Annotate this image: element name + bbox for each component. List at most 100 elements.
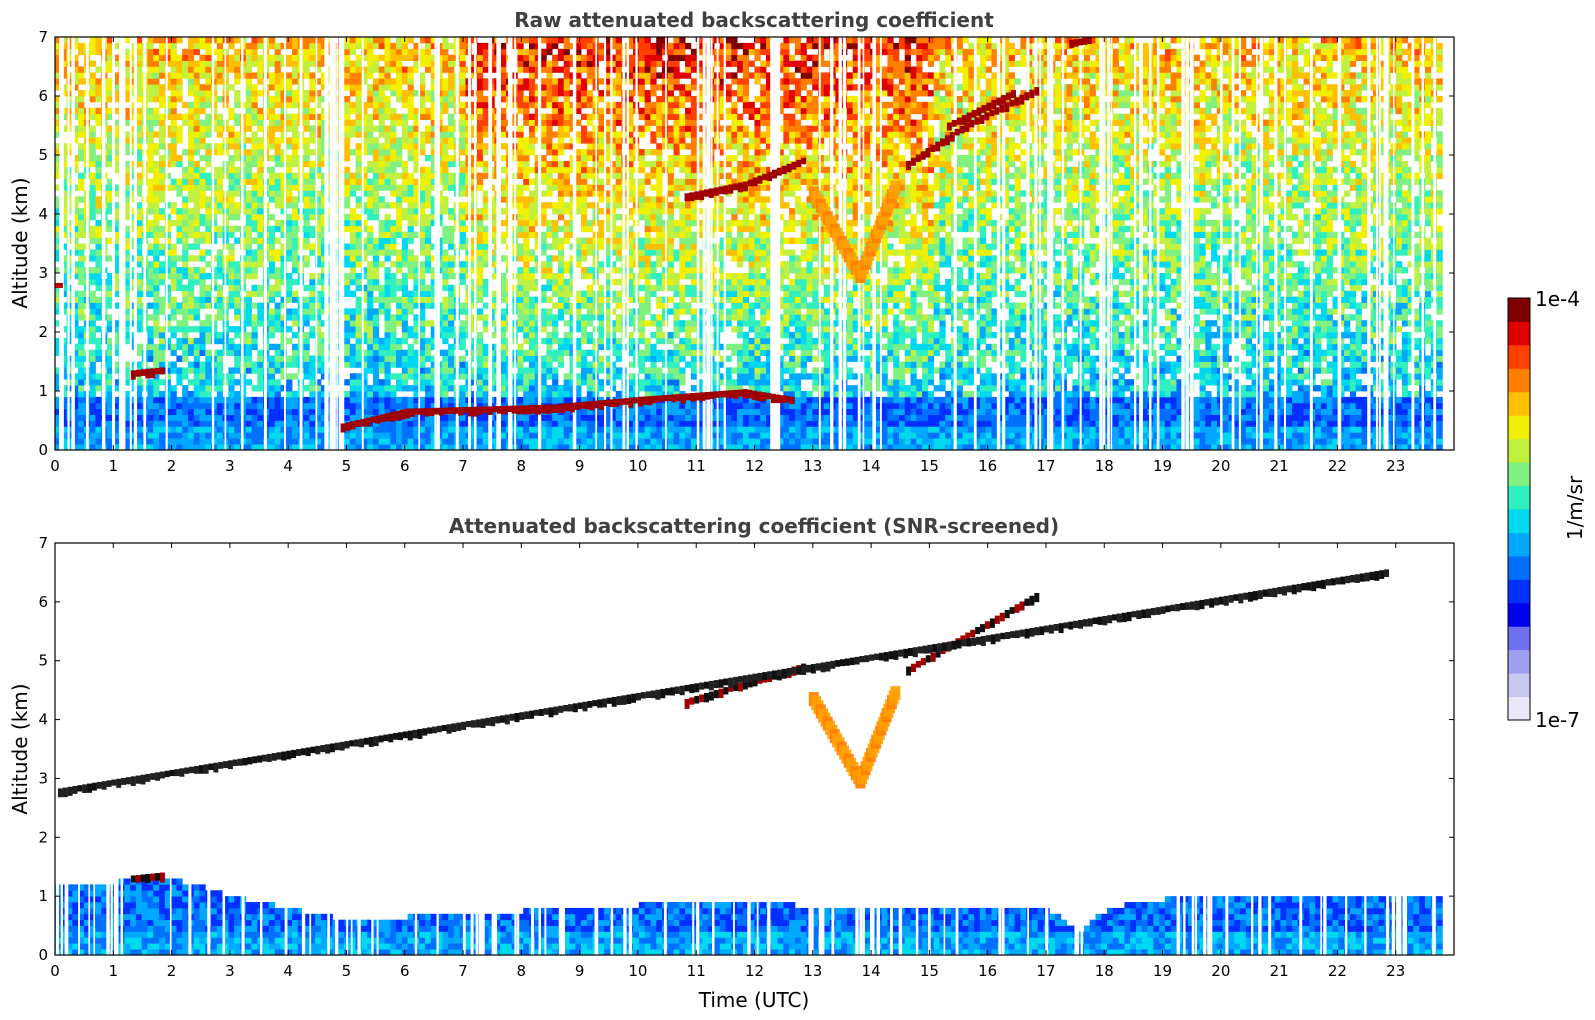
heatmap-cell	[234, 119, 241, 126]
heatmap-cell	[378, 438, 385, 445]
heatmap-cell	[216, 125, 224, 132]
heatmap-cell	[187, 379, 195, 386]
heatmap-cell	[274, 391, 281, 398]
heatmap-cell	[378, 396, 385, 404]
heatmap-cell	[153, 296, 160, 303]
heatmap-cell	[482, 426, 489, 433]
heatmap-cell	[153, 284, 160, 292]
heatmap-cell	[424, 438, 432, 445]
heatmap-cell	[459, 332, 466, 339]
heatmap-cell	[187, 337, 195, 345]
heatmap-cell	[55, 349, 62, 356]
heatmap-cell	[78, 119, 85, 126]
heatmap-cell	[534, 314, 541, 321]
heatmap-cell	[292, 243, 299, 250]
heatmap-cell	[500, 432, 507, 439]
heatmap-cell	[540, 172, 547, 179]
heatmap-cell	[413, 137, 420, 144]
heatmap-cell	[199, 249, 206, 256]
heatmap-cell	[268, 172, 276, 179]
heatmap-cell	[540, 249, 547, 256]
heatmap-cell	[315, 60, 322, 67]
heatmap-cell	[442, 84, 449, 91]
heatmap-cell	[147, 426, 154, 433]
heatmap-cell	[367, 355, 374, 362]
heatmap-cell	[153, 320, 160, 327]
heatmap-cell	[153, 326, 160, 333]
heatmap-cell	[384, 107, 391, 115]
heatmap-cell	[257, 426, 264, 433]
heatmap-cell	[251, 172, 258, 179]
heatmap-cell	[280, 273, 287, 280]
heatmap-cell	[517, 308, 524, 315]
heatmap-cell	[407, 396, 414, 404]
heatmap-cell	[286, 278, 293, 286]
heatmap-cell	[424, 420, 432, 427]
heatmap-cell	[534, 96, 541, 103]
heatmap-cell	[430, 84, 437, 91]
heatmap-cell	[205, 149, 212, 156]
heatmap-cell	[280, 408, 287, 415]
heatmap-cell	[153, 396, 160, 404]
heatmap-cell	[55, 367, 62, 374]
heatmap-cell	[228, 426, 235, 433]
heatmap-cell	[193, 278, 200, 286]
heatmap-cell	[159, 119, 166, 126]
heatmap-cell	[286, 326, 293, 333]
heatmap-cell	[390, 90, 397, 97]
heatmap-cell	[135, 143, 143, 150]
heatmap-cell	[378, 367, 385, 374]
heatmap-cell	[286, 119, 293, 126]
heatmap-cell	[274, 172, 281, 179]
heatmap-cell	[344, 320, 351, 327]
heatmap-cell	[130, 402, 137, 410]
heatmap-cell	[257, 125, 264, 132]
heatmap-cell	[309, 355, 316, 362]
heatmap-cell	[55, 60, 62, 67]
heatmap-cell	[401, 379, 409, 386]
heatmap-cell	[292, 290, 299, 297]
heatmap-cell	[546, 143, 553, 150]
heatmap-cell	[309, 202, 316, 209]
heatmap-cell	[413, 355, 420, 362]
heatmap-cell	[430, 208, 437, 215]
heatmap-cell	[540, 396, 547, 404]
heatmap-cell	[234, 96, 241, 103]
heatmap-cell	[72, 414, 79, 421]
heatmap-cell	[430, 78, 437, 85]
heatmap-cell	[286, 432, 293, 439]
heatmap-cell	[147, 184, 154, 191]
heatmap-cell	[251, 320, 258, 327]
heatmap-cell	[413, 320, 420, 327]
heatmap-cell	[442, 107, 449, 115]
heatmap-cell	[344, 101, 351, 109]
heatmap-cell	[147, 249, 154, 256]
heatmap-cell	[540, 208, 547, 215]
heatmap-cell	[448, 137, 455, 144]
heatmap-cell	[303, 160, 310, 168]
heatmap-cell	[286, 402, 293, 410]
heatmap-cell	[424, 343, 432, 351]
heatmap-cell	[228, 125, 235, 132]
heatmap-cell	[187, 137, 195, 144]
heatmap-cell	[199, 196, 206, 203]
heatmap-cell	[164, 373, 172, 380]
heatmap-cell	[419, 113, 426, 120]
heatmap-cell	[228, 337, 235, 345]
heatmap-cell	[482, 202, 489, 209]
heatmap-cell	[367, 231, 374, 238]
heatmap-cell	[251, 432, 258, 439]
heatmap-cell	[413, 444, 420, 450]
heatmap-cell	[153, 426, 160, 433]
heatmap-cell	[268, 255, 276, 262]
heatmap-cell	[482, 149, 489, 156]
heatmap-cell	[280, 302, 287, 309]
heatmap-cell	[430, 37, 437, 44]
heatmap-cell	[182, 314, 189, 321]
heatmap-cell	[540, 284, 547, 292]
heatmap-cell	[193, 208, 200, 215]
heatmap-cell	[459, 308, 466, 315]
heatmap-cell	[292, 231, 299, 238]
heatmap-cell	[407, 326, 414, 333]
heatmap-cell	[355, 155, 362, 162]
